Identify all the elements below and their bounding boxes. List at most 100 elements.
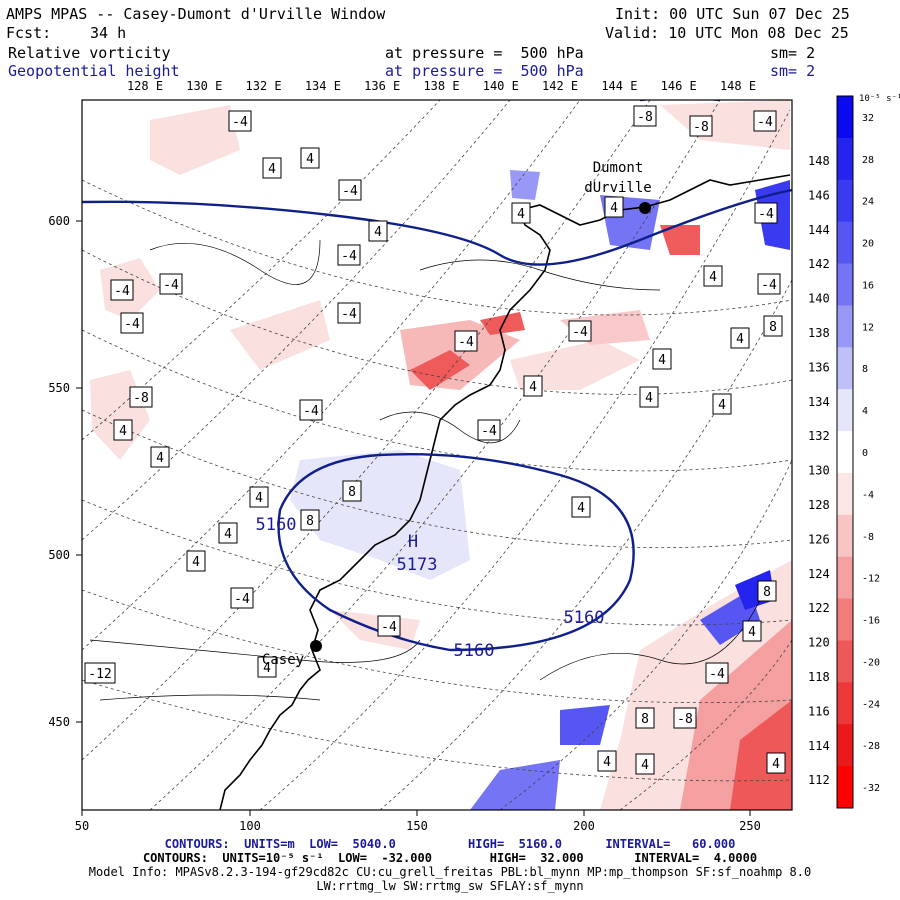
vorticity-label-box — [257, 656, 277, 678]
colorbar-label: -4 — [862, 490, 874, 501]
station-name: dUrville — [584, 180, 651, 196]
vorticity-label: 4 — [718, 398, 726, 413]
vorticity-label: -4 — [303, 404, 319, 419]
vorticity-label-box — [705, 662, 729, 684]
field2-name: Geopotential height — [8, 62, 180, 80]
height-contour-label: 5160 — [454, 641, 495, 661]
vorticity-label-box — [652, 348, 672, 370]
vorticity-label: -8 — [693, 120, 709, 135]
vorticity-label: 4 — [263, 661, 271, 676]
y-tick-label: 500 — [48, 548, 70, 562]
height-contour-label: 5160 — [256, 515, 297, 535]
vorticity-label-box — [120, 312, 144, 334]
right-lon-label: 116 E — [808, 704, 844, 718]
vorticity-label: -4 — [114, 284, 130, 299]
vorticity-label: 4 — [119, 424, 127, 439]
vorticity-label: -4 — [342, 184, 358, 199]
colorbar-segment — [837, 640, 853, 683]
colorbar-label: 16 — [862, 280, 874, 291]
right-lon-label: 146 E — [808, 188, 844, 202]
top-lon-label: 144 E — [601, 79, 637, 93]
right-lon-label: 130 E — [808, 464, 844, 478]
right-lon-label: 118 E — [808, 670, 844, 684]
height-labels: 5160 5173 5160 5160 H — [256, 515, 605, 661]
vorticity-label-box — [218, 522, 238, 544]
forecast-label: Fcst: — [6, 24, 52, 42]
field1-level: at pressure = 500 hPa — [385, 44, 584, 62]
right-longitude-labels: 148 E 146 E 144 E 142 E 140 E 138 E 136 E 134 E… — [808, 154, 844, 787]
vorticity-label-box — [766, 752, 786, 774]
colorbar-segment — [837, 598, 853, 641]
vorticity-label: 4 — [255, 491, 263, 506]
forecast-hours: 34 h — [90, 24, 127, 42]
coastline — [219, 174, 791, 810]
vorticity-label: 4 — [192, 555, 200, 570]
vorticity-label: -4 — [232, 115, 248, 130]
vorticity-label: 4 — [577, 501, 585, 516]
vorticity-label: -4 — [458, 335, 474, 350]
colorbar-segment — [837, 724, 853, 767]
right-lon-label: 114 E — [808, 739, 844, 753]
vorticity-label-box — [377, 615, 401, 637]
vorticity-label-box — [113, 419, 133, 441]
vorticity-label: -4 — [341, 249, 357, 264]
colorbar-label: 20 — [862, 239, 874, 250]
y-axis: 600 550 500 450 — [48, 214, 82, 729]
vorticity-label-box — [159, 273, 183, 295]
vorticity-label-box — [230, 587, 254, 609]
vorticity-label-box — [763, 315, 783, 337]
vorticity-label-box — [477, 419, 501, 441]
vorticity-label: 4 — [224, 527, 232, 542]
top-lon-label: 132 E — [246, 79, 282, 93]
vorticity-label: -4 — [341, 307, 357, 322]
colorbar-segment — [837, 556, 853, 600]
colorbar-label: -8 — [862, 532, 874, 543]
vorticity-label-box — [571, 496, 591, 518]
right-lon-label: 140 E — [808, 292, 844, 306]
vorticity-label: 4 — [610, 201, 618, 216]
vorticity-label: 4 — [645, 391, 653, 406]
vorticity-label: -4 — [481, 424, 497, 439]
vorticity-label: 4 — [306, 152, 314, 167]
vorticity-labels: -8 -4 -8 -4 4 4 -4 4 4 4 -4 -4 4 -4 -4 -4 8 -4 -4 -4 -4 4 -8 4 4… — [84, 105, 786, 775]
vorticity-label-box — [753, 110, 777, 132]
vorticity-label: 8 — [348, 485, 356, 500]
colorbar-label: 12 — [862, 322, 874, 333]
vorticity-label-box — [84, 662, 116, 684]
colorbar-label: -24 — [862, 699, 880, 710]
casey-marker[interactable] — [310, 640, 322, 652]
footer-model-info: Model Info: MPASv8.2.3-194-gf29cd82c CU:… — [88, 865, 812, 879]
dumont-durville-marker[interactable] — [639, 202, 651, 214]
right-lon-label: 134 E — [808, 395, 844, 409]
vorticity-label-box — [249, 486, 269, 508]
right-lon-label: 148 E — [808, 154, 844, 168]
init-time: Init: 00 UTC Sun 07 Dec 25 — [615, 5, 850, 23]
colorbar-segment — [837, 96, 853, 139]
top-lon-label: 142 E — [542, 79, 578, 93]
colorbar-segment — [837, 389, 853, 432]
vorticity-label-box — [523, 375, 543, 397]
colorbar-segment — [837, 514, 853, 558]
footer-vorticity-contours: CONTOURS: UNITS=10⁻⁵ s⁻¹ LOW= -32.000 HI… — [142, 851, 758, 865]
height-contour-label: 5160 — [564, 608, 605, 628]
vorticity-label: 8 — [769, 320, 777, 335]
x-tick-label: 150 — [406, 819, 428, 833]
y-tick-label: 600 — [48, 214, 70, 228]
vorticity-label: 4 — [736, 332, 744, 347]
top-longitude-labels: 128 E 130 E 132 E 134 E 136 E 138 E 140 E 142 E… — [127, 79, 756, 93]
top-lon-label: 148 E — [720, 79, 756, 93]
colorbar-segment — [837, 766, 853, 809]
vorticity-label-box — [597, 750, 617, 772]
colorbar-segment — [837, 221, 853, 265]
y-tick-label: 450 — [48, 715, 70, 729]
height-contour-label: 5173 — [397, 555, 438, 575]
vorticity-label: -4 — [381, 620, 397, 635]
map-title: AMPS MPAS -- Casey-Dumont d'Urville Wind… — [6, 5, 386, 23]
vorticity-label: 4 — [268, 162, 276, 177]
colorbar-segment — [837, 305, 853, 348]
vorticity-label: 4 — [641, 758, 649, 773]
top-lon-label: 138 E — [423, 79, 459, 93]
colorbar-frame — [836, 95, 854, 809]
vorticity-label-box — [712, 393, 732, 415]
